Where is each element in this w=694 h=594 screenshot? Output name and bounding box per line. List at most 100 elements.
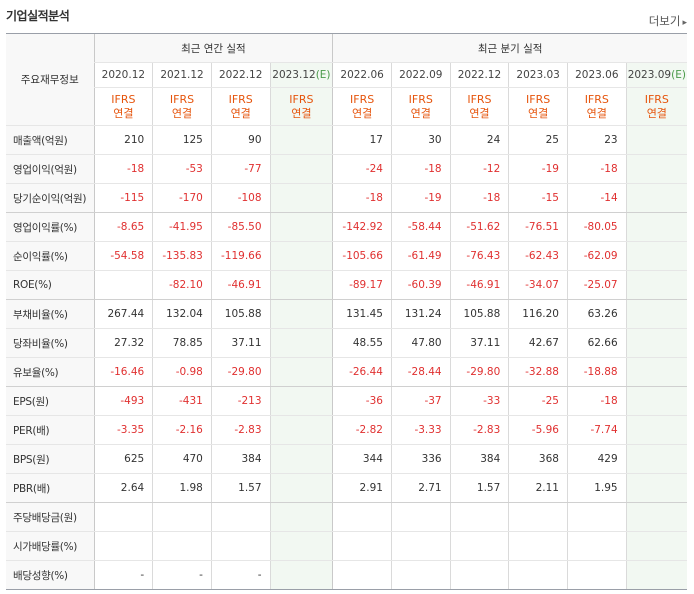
quarter-group-header: 최근 분기 실적 (332, 33, 687, 63)
period-label: 2020.12 (101, 69, 146, 81)
table-cell: -76.51 (508, 212, 568, 242)
table-cell: 1.57 (210, 473, 271, 503)
table-cell (625, 154, 687, 184)
table-cell (566, 531, 627, 561)
table-cell: 1.95 (566, 473, 627, 503)
table-cell: -15 (508, 183, 568, 213)
table-cell: 2.91 (332, 473, 392, 503)
row-label: 영업이익(억원) (6, 154, 95, 184)
table-row: 순이익률(%) -54.58 -135.83 -119.66 -105.66 -61.49… (6, 241, 687, 271)
table-cell: 429 (566, 444, 627, 474)
ifrs-bottom: 연결 (230, 106, 251, 120)
corner-label: 주요재무정보 (6, 33, 95, 126)
table-cell: 344 (332, 444, 392, 474)
table-cell: -41.95 (152, 212, 212, 242)
chevron-right-icon: ▸ (682, 18, 687, 28)
table-cell: 105.88 (449, 299, 509, 329)
table-cell: -61.49 (390, 241, 451, 271)
ifrs-top: IFRS (228, 92, 253, 106)
period-label: 2022.09 (399, 69, 443, 81)
table-cell: -46.91 (210, 270, 271, 300)
table-cell: 131.24 (390, 299, 451, 329)
more-link-label: 더보기 (648, 14, 681, 28)
table-cell: -2.82 (332, 415, 392, 445)
table-cell: -2.83 (449, 415, 509, 445)
ifrs-label: IFRS 연결 (93, 87, 153, 126)
table-cell: -76.43 (449, 241, 509, 271)
period-header: 2022.06 (332, 62, 392, 88)
period-header: 2021.12 (152, 62, 212, 88)
table-cell (449, 560, 509, 590)
table-cell (625, 183, 687, 213)
table-cell: 470 (152, 444, 212, 474)
table-cell (625, 473, 687, 503)
table-row: 당기순이익(억원) -115 -170 -108 -18 -19 -18 -15 -14 (6, 183, 687, 213)
table-cell: 30 (390, 125, 451, 155)
table-cell: 24 (449, 125, 509, 155)
period-header: 2022.12 (449, 62, 509, 88)
ifrs-top: IFRS (584, 92, 609, 106)
table-cell: -77 (210, 154, 271, 184)
table-cell (93, 502, 153, 532)
table-cell (152, 502, 212, 532)
table-row: 유보율(%) -16.46 -0.98 -29.80 -26.44 -28.44 -29.8… (6, 357, 687, 387)
more-link[interactable]: 더보기 ▸ (649, 13, 687, 29)
row-label: ROE(%) (6, 270, 95, 300)
ifrs-label: IFRS 연결 (625, 87, 687, 126)
table-cell: -18 (332, 183, 392, 213)
table-cell: -135.83 (152, 241, 212, 271)
table-cell (269, 328, 333, 358)
ifrs-top: IFRS (350, 92, 375, 106)
table-cell (210, 502, 271, 532)
table-cell (269, 444, 333, 474)
ifrs-top: IFRS (169, 92, 195, 106)
table-cell: 625 (93, 444, 153, 474)
period-header: 2020.12 (93, 62, 153, 88)
table-cell (269, 560, 333, 590)
table-cell: 132.04 (152, 299, 212, 329)
table-cell (625, 125, 687, 155)
row-label: BPS(원) (6, 444, 95, 474)
ifrs-top: IFRS (111, 92, 136, 106)
period-header: 2022.12 (210, 62, 271, 88)
table-cell: -16.46 (93, 357, 153, 387)
table-cell (210, 531, 271, 561)
table-cell: -26.44 (332, 357, 392, 387)
table-cell: -62.09 (566, 241, 627, 271)
ifrs-top: IFRS (467, 92, 492, 106)
table-cell (152, 531, 212, 561)
table-cell: - (210, 560, 271, 590)
table-cell: 336 (390, 444, 451, 474)
table-cell: -8.65 (93, 212, 153, 242)
table-cell (625, 444, 687, 474)
table-row: 시가배당률(%) (6, 531, 687, 561)
row-label: 순이익률(%) (6, 241, 95, 271)
table-cell (269, 386, 333, 416)
table-cell: -115 (93, 183, 153, 213)
table-row: 주당배당금(원) (6, 502, 687, 532)
table-cell: 131.45 (332, 299, 392, 329)
table-cell (625, 386, 687, 416)
table-cell: 37.11 (449, 328, 509, 358)
ifrs-bottom: 연결 (113, 106, 134, 120)
table-cell: 90 (210, 125, 271, 155)
period-label: 2023.06 (575, 69, 619, 81)
table-cell: 125 (152, 125, 212, 155)
ifrs-label: IFRS 연결 (332, 87, 392, 126)
table-cell: -19 (508, 154, 568, 184)
table-cell (332, 531, 392, 561)
table-cell: -2.83 (210, 415, 271, 445)
table-cell: 17 (332, 125, 392, 155)
table-cell (390, 531, 451, 561)
ifrs-bottom: 연결 (646, 106, 667, 120)
table-cell: -18.88 (566, 357, 627, 387)
table-cell (449, 531, 509, 561)
table-cell (269, 212, 333, 242)
table-cell: -32.88 (508, 357, 568, 387)
table-row: PBR(배) 2.64 1.98 1.57 2.91 2.71 1.57 2.11 1.95 (6, 473, 687, 503)
table-cell: 2.71 (390, 473, 451, 503)
ifrs-label: IFRS 연결 (210, 87, 271, 126)
estimate-mark: (E) (315, 69, 331, 81)
table-cell (269, 125, 333, 155)
ifrs-bottom: 연결 (527, 106, 549, 120)
